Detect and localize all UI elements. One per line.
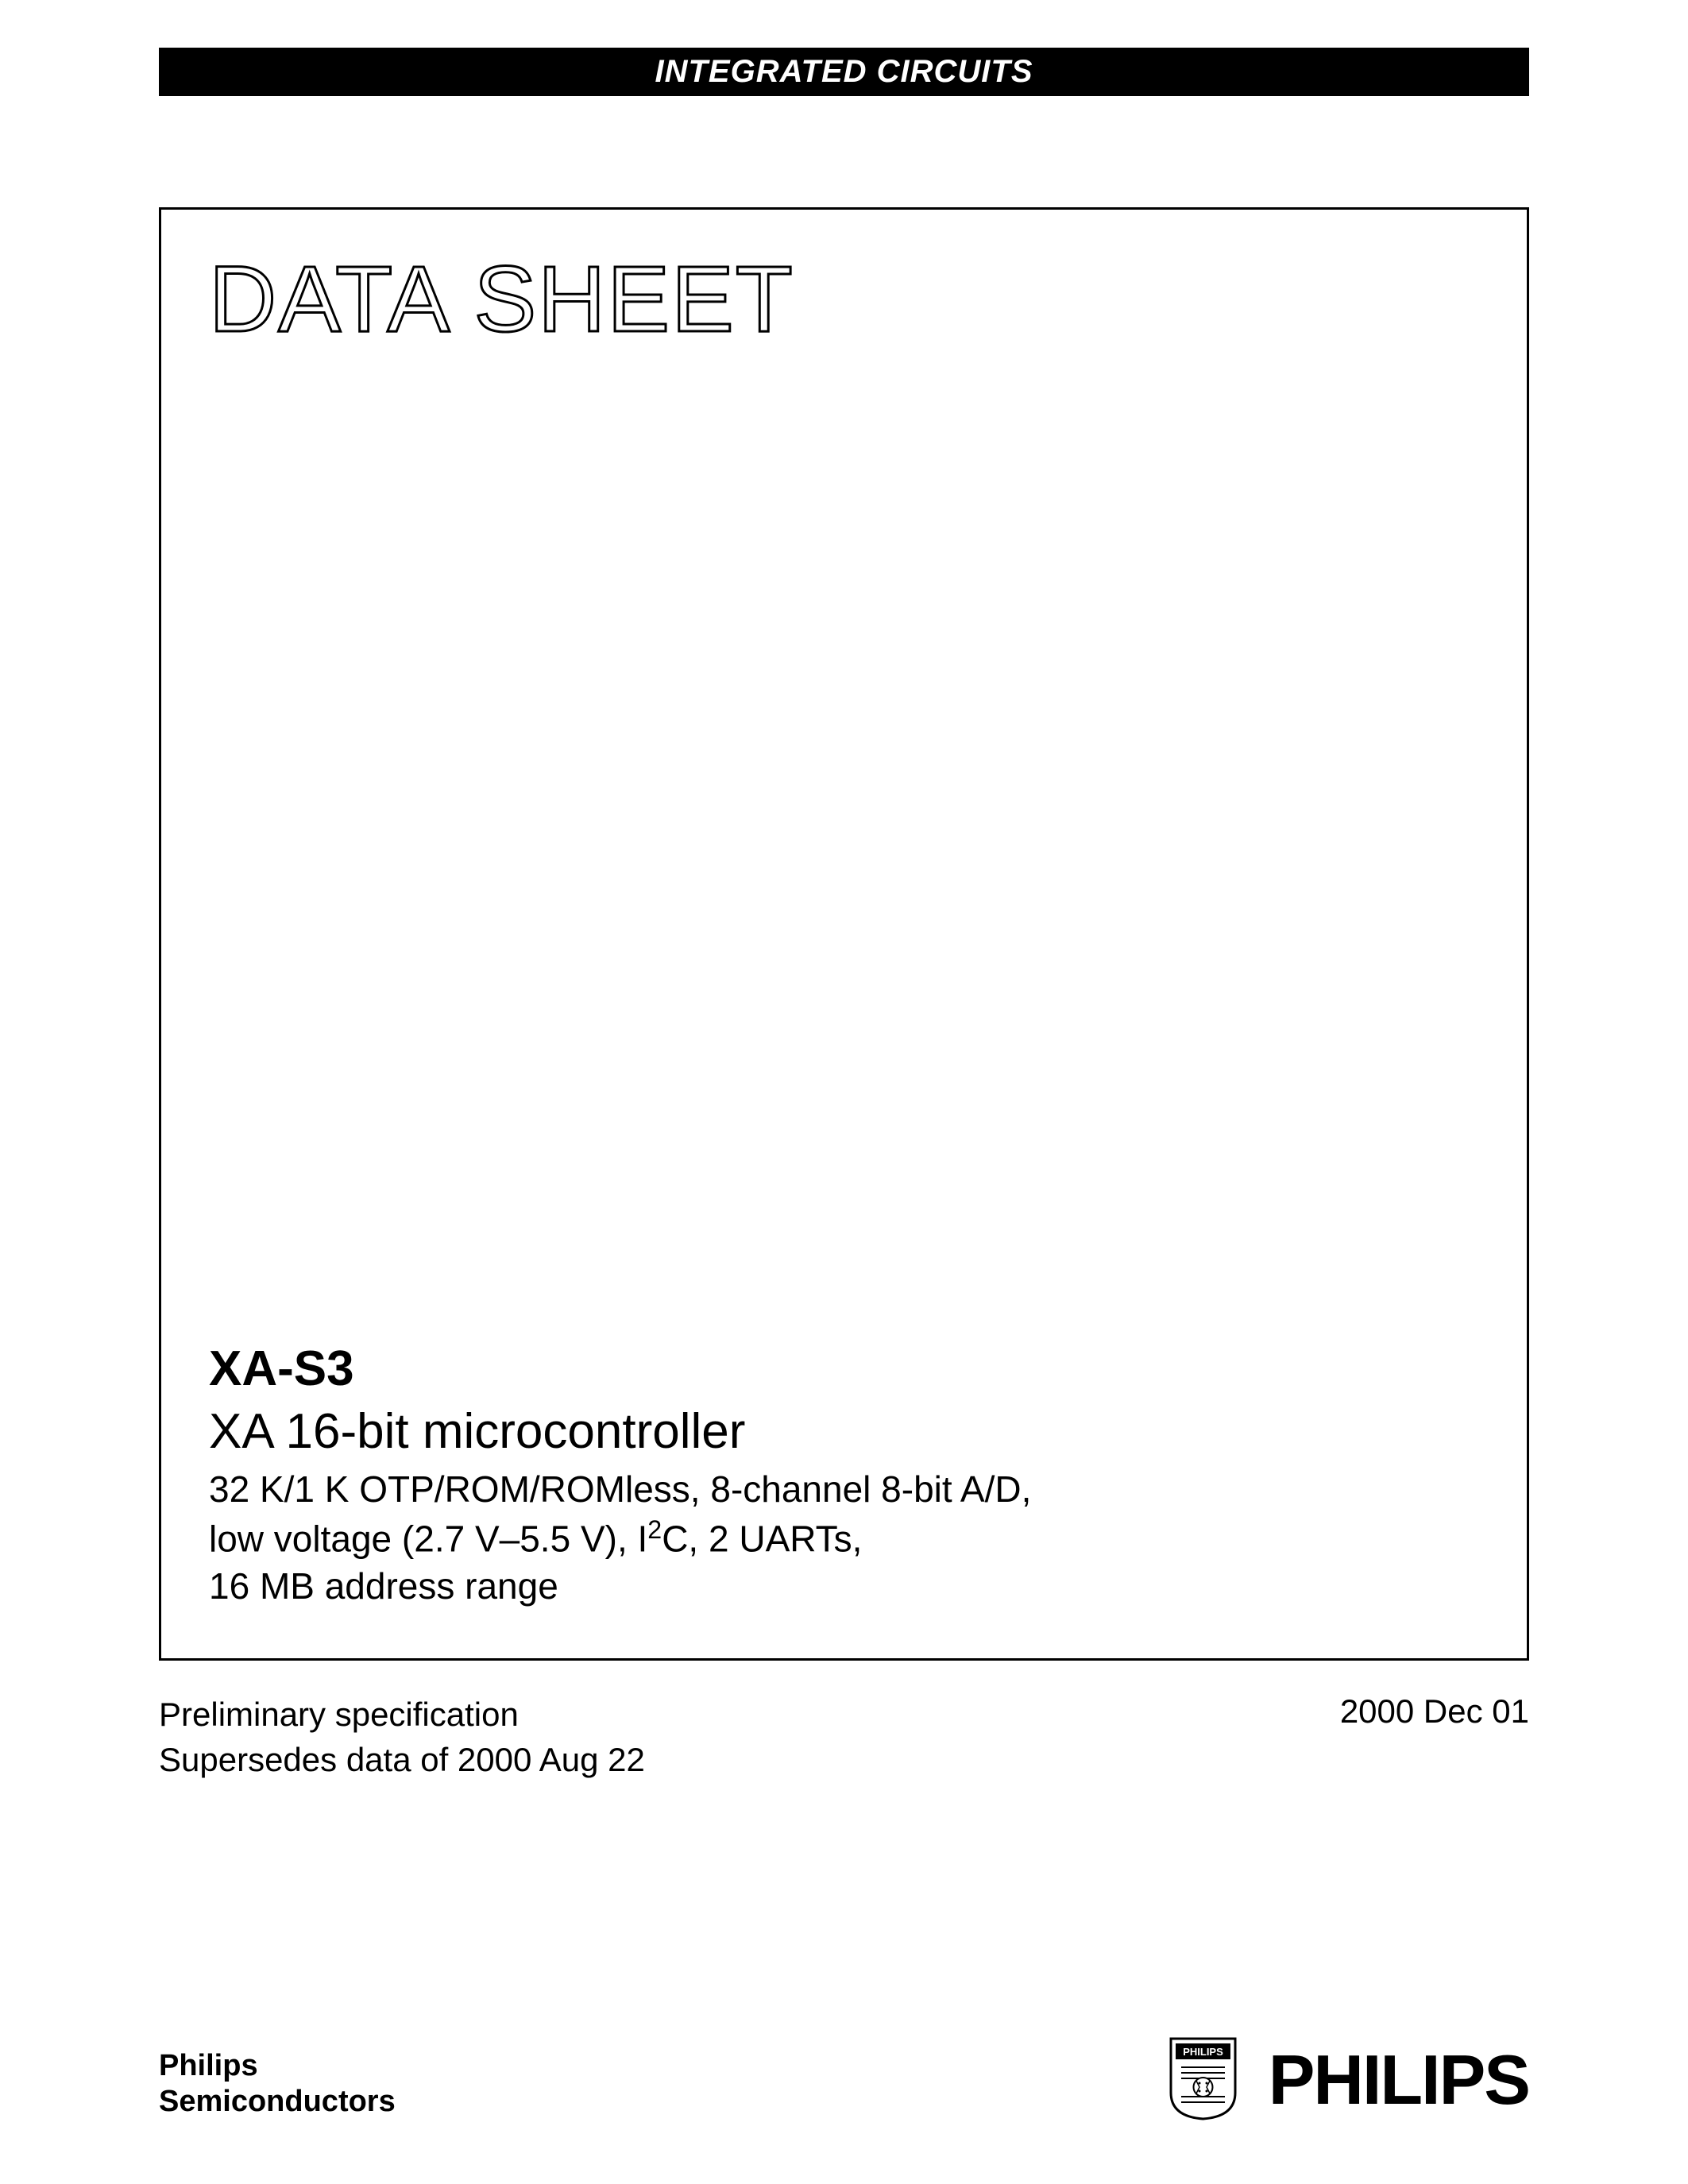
logo-section: PHILIPS PHILIPS bbox=[1169, 2037, 1529, 2120]
svg-text:PHILIPS: PHILIPS bbox=[1183, 2046, 1223, 2058]
below-box-section: Preliminary specification Supersedes dat… bbox=[159, 1692, 1529, 1782]
product-section: XA-S3 XA 16-bit microcontroller 32 K/1 K… bbox=[209, 1341, 1479, 1611]
company-name: Philips Semiconductors bbox=[159, 2048, 396, 2120]
product-description: 32 K/1 K OTP/ROM/ROMless, 8-channel 8-bi… bbox=[209, 1466, 1479, 1611]
spec-line-1: Preliminary specification bbox=[159, 1692, 645, 1738]
company-line-2: Semiconductors bbox=[159, 2084, 396, 2120]
footer: Philips Semiconductors PHILIPS PHILIPS bbox=[159, 2037, 1529, 2120]
desc-line-3: 16 MB address range bbox=[209, 1565, 558, 1607]
date-info: 2000 Dec 01 bbox=[1340, 1692, 1529, 1731]
desc-line-2-prefix: low voltage (2.7 V–5.5 V), I bbox=[209, 1518, 647, 1559]
philips-shield-icon: PHILIPS bbox=[1169, 2037, 1237, 2120]
specification-info: Preliminary specification Supersedes dat… bbox=[159, 1692, 645, 1782]
product-code: XA-S3 bbox=[209, 1341, 1479, 1397]
spec-line-2: Supersedes data of 2000 Aug 22 bbox=[159, 1738, 645, 1783]
header-banner: INTEGRATED CIRCUITS bbox=[159, 48, 1529, 96]
desc-line-1: 32 K/1 K OTP/ROM/ROMless, 8-channel 8-bi… bbox=[209, 1468, 1031, 1510]
main-content-box: DATA SHEET XA-S3 XA 16-bit microcontroll… bbox=[159, 207, 1529, 1661]
datasheet-title: DATA SHEET bbox=[209, 245, 1479, 353]
desc-superscript: 2 bbox=[647, 1515, 662, 1544]
product-name: XA 16-bit microcontroller bbox=[209, 1403, 1479, 1460]
company-line-1: Philips bbox=[159, 2048, 396, 2085]
desc-line-2-suffix: C, 2 UARTs, bbox=[662, 1518, 862, 1559]
philips-wordmark: PHILIPS bbox=[1269, 2039, 1529, 2120]
